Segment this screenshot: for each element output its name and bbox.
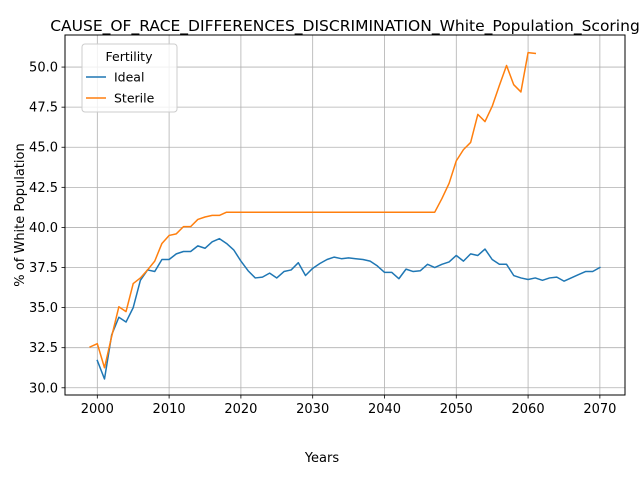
x-tick-label: 2050 xyxy=(440,402,473,417)
legend-label-sterile: Sterile xyxy=(114,91,155,106)
y-tick-label: 40.0 xyxy=(29,221,58,236)
x-axis-ticks: 2000 2010 2020 2030 2040 2050 2060 2070 xyxy=(81,395,616,417)
series-line-ideal xyxy=(96,237,601,380)
x-tick-label: 2020 xyxy=(224,402,257,417)
x-tick-label: 2040 xyxy=(368,402,401,417)
legend-box xyxy=(81,43,178,113)
series-lines xyxy=(89,51,601,380)
x-tick-label: 2070 xyxy=(583,402,616,417)
x-tick-label: 2000 xyxy=(81,402,114,417)
legend-title: Fertility xyxy=(106,49,154,64)
plot-frame xyxy=(64,34,626,396)
x-tick-label: 2010 xyxy=(153,402,186,417)
y-tick-label: 45.0 xyxy=(29,141,58,156)
x-tick-label: 2030 xyxy=(296,402,329,417)
y-tick-label: 37.5 xyxy=(29,261,58,276)
y-tick-label: 47.5 xyxy=(29,101,58,116)
legend-label-ideal: Ideal xyxy=(114,70,144,85)
x-tick-label: 2060 xyxy=(512,402,545,417)
y-tick-label: 30.0 xyxy=(29,381,58,396)
y-axis-label: % of White Population xyxy=(13,143,28,286)
series-line-sterile xyxy=(89,51,537,369)
grid xyxy=(65,35,625,395)
y-tick-label: 50.0 xyxy=(29,61,58,76)
y-tick-label: 32.5 xyxy=(29,341,58,356)
legend: Fertility Ideal Sterile xyxy=(81,43,178,113)
y-axis-ticks: 30.0 32.5 35.0 37.5 40.0 42.5 45.0 47.5 50.0 xyxy=(29,61,65,396)
y-tick-label: 42.5 xyxy=(29,181,58,196)
x-axis-label: Years xyxy=(304,451,340,466)
chart-title: CAUSE_OF_RACE_DIFFERENCES_DISCRIMINATION… xyxy=(50,17,640,36)
y-tick-label: 35.0 xyxy=(29,301,58,316)
